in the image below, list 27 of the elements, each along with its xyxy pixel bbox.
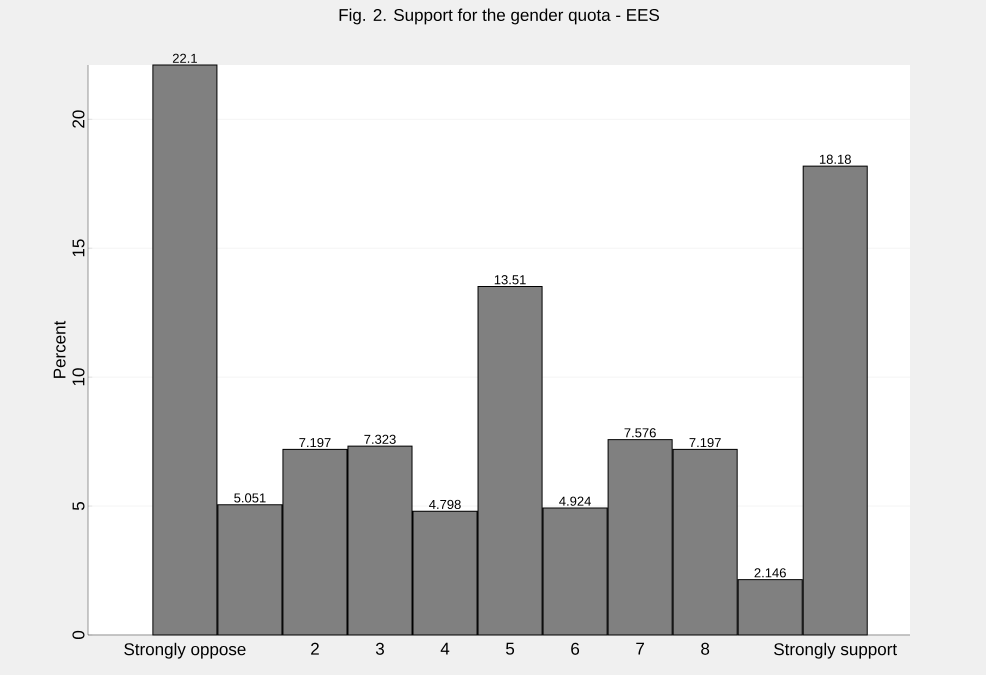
data-label: 13.51 (494, 275, 526, 284)
y-tick-label: 10 (72, 368, 84, 386)
data-label: 7.576 (624, 428, 656, 438)
data-label: 7.197 (690, 438, 721, 448)
x-tick-label: Strongly oppose (124, 642, 246, 659)
data-label: 4.924 (559, 496, 591, 506)
data-label: 4.798 (429, 500, 461, 510)
data-label: 7.323 (364, 434, 396, 444)
y-tick-label: 0 (72, 630, 84, 640)
y-tick-label: 20 (72, 110, 84, 128)
x-tick-label: 3 (376, 642, 384, 655)
data-label: 2.146 (754, 568, 786, 578)
data-label: 7.197 (299, 438, 331, 448)
data-label: 18.18 (820, 154, 851, 164)
y-axis-title: Percent (54, 320, 66, 378)
x-tick-label: Strongly support (774, 642, 897, 659)
data-label: 22.1 (172, 54, 197, 63)
x-tick-label: 6 (571, 642, 580, 655)
x-tick-label: 8 (701, 642, 710, 655)
x-tick-label: 7 (636, 642, 644, 654)
y-tick-label: 5 (72, 502, 84, 510)
x-tick-label: 4 (440, 642, 450, 654)
x-tick-label: 2 (311, 642, 319, 655)
data-label: 5.051 (234, 493, 266, 503)
x-tick-label: 5 (506, 642, 514, 655)
y-tick-label: 15 (72, 239, 84, 256)
chart-title: Fig. 2. Support for the gender quota - EES (340, 8, 659, 24)
